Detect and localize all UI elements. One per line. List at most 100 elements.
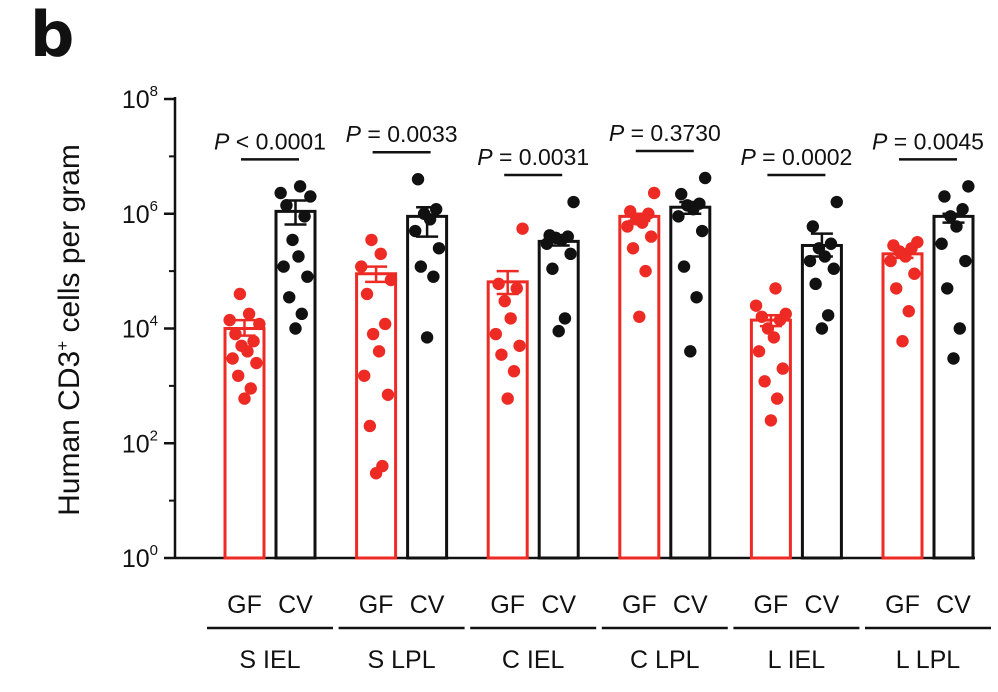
data-point [286, 233, 299, 247]
p-value-label: P < 0.0001 [214, 128, 326, 154]
data-point [633, 310, 646, 323]
data-point [232, 369, 245, 382]
data-point [247, 335, 260, 348]
data-point [552, 324, 565, 338]
p-value-label: P = 0.3730 [609, 120, 721, 146]
data-point [293, 180, 307, 193]
data-point [495, 348, 508, 361]
data-point [809, 277, 822, 291]
data-point [298, 210, 311, 223]
condition-label: CV [936, 591, 971, 619]
p-value-label: P = 0.0045 [872, 128, 984, 154]
data-point [755, 310, 769, 323]
data-point [429, 203, 443, 216]
data-point [821, 309, 835, 322]
data-point [376, 459, 389, 473]
data-point [513, 339, 526, 352]
data-point [504, 312, 517, 325]
data-point [941, 282, 954, 295]
bar-gf [355, 272, 398, 560]
data-point [956, 203, 969, 216]
group-label: S IEL [239, 646, 300, 674]
data-point [374, 247, 387, 261]
data-point [274, 186, 287, 200]
data-point [908, 267, 921, 280]
data-point [812, 242, 826, 255]
data-point [223, 313, 236, 327]
group-label: C IEL [502, 646, 565, 674]
bar-gf [486, 280, 529, 560]
data-point [414, 260, 428, 273]
data-point [815, 322, 829, 335]
data-point [752, 345, 766, 358]
data-point [233, 287, 247, 301]
data-point [758, 375, 771, 388]
data-point [411, 173, 425, 186]
data-point [427, 270, 440, 283]
data-point [779, 307, 792, 321]
data-point [911, 235, 924, 249]
y-tick-label: 106 [122, 198, 158, 229]
bar-gf [749, 318, 792, 560]
data-point [516, 222, 529, 235]
data-point [242, 307, 256, 321]
group-label: C LPL [630, 646, 700, 674]
bar-cv [406, 214, 449, 560]
p-value-label: P = 0.0031 [477, 144, 589, 170]
y-tick-label: 100 [122, 542, 158, 573]
data-point [677, 260, 691, 273]
data-point [695, 224, 709, 238]
data-point [626, 242, 640, 255]
data-point [226, 352, 239, 365]
data-point [235, 339, 248, 352]
data-point [806, 220, 820, 233]
data-point [621, 220, 634, 233]
data-point [647, 186, 661, 200]
data-point [749, 299, 763, 312]
data-point [372, 345, 386, 358]
data-point [769, 282, 782, 295]
data-point [277, 260, 290, 273]
data-point [639, 264, 652, 278]
p-value-label: P = 0.0033 [346, 121, 458, 147]
condition-label: GF [359, 591, 394, 619]
data-point [381, 388, 395, 401]
data-point [693, 197, 706, 210]
data-point [824, 237, 838, 250]
condition-label: GF [754, 591, 789, 619]
bar-gf [881, 252, 924, 560]
condition-label: GF [885, 591, 920, 619]
condition-label: GF [622, 591, 657, 619]
data-point [675, 187, 688, 201]
bar-cv [537, 239, 580, 560]
data-point [803, 254, 817, 268]
data-point [830, 195, 843, 209]
data-point [417, 207, 431, 220]
data-point [902, 305, 915, 318]
y-tick-label: 102 [122, 427, 158, 458]
data-point [690, 291, 703, 304]
data-point [304, 190, 317, 203]
data-point [489, 327, 503, 341]
data-point [558, 312, 572, 325]
data-point [292, 250, 305, 263]
group-label: L IEL [768, 646, 826, 674]
data-point [432, 242, 446, 255]
data-point [962, 180, 975, 193]
condition-label: CV [673, 591, 708, 619]
bar-cv [800, 243, 843, 560]
data-point [420, 331, 434, 344]
data-point [896, 335, 909, 348]
data-point [492, 277, 505, 291]
data-point [644, 230, 658, 243]
data-point [280, 199, 293, 212]
data-point [761, 322, 775, 335]
data-point [947, 352, 960, 365]
data-point [289, 322, 302, 335]
data-point [238, 392, 251, 405]
data-point [767, 331, 781, 344]
group-label: S LPL [368, 646, 436, 674]
data-point [244, 382, 257, 395]
data-point [698, 171, 712, 185]
